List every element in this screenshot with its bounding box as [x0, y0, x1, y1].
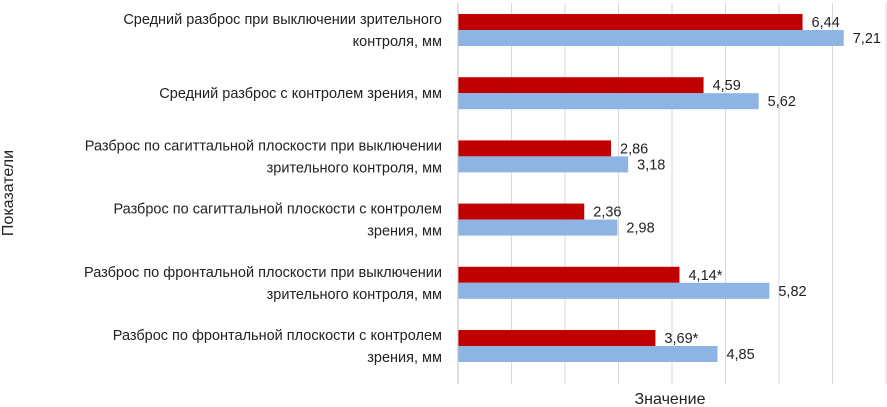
category-labels: Средний разброс при выключении зрительно… [84, 12, 442, 366]
x-axis-title: Значение [635, 391, 706, 407]
data-labels: 6,44 7,21 4,59 5,62 2,863,18 2,36 2,98 4,14* 5,8… [593, 15, 881, 363]
data-label: 5,62 [768, 94, 796, 110]
bars [458, 14, 844, 362]
bar [458, 346, 718, 362]
bar [458, 77, 704, 94]
data-label: 5,82 [778, 284, 806, 300]
data-label: 2,86 [620, 141, 648, 157]
category-label: Разброс по фронтальной плоскости при вык… [84, 265, 442, 303]
data-label: 7,21 [853, 31, 881, 47]
bar [458, 282, 770, 299]
bar [458, 203, 585, 220]
bar [458, 140, 612, 157]
category-label: Разброс по фронтальной плоскости с контр… [113, 328, 442, 366]
data-label: 2,36 [593, 205, 621, 221]
bar [458, 330, 656, 346]
bar [458, 14, 803, 30]
data-label: 2,98 [626, 221, 654, 237]
data-label: 3,69* [664, 331, 698, 347]
y-axis-title: Показатели [0, 150, 17, 236]
category-label: Средний разброс с контролем зрения, мм [159, 86, 442, 102]
category-label: Средний разброс при выключении зрительно… [123, 12, 442, 50]
data-label: 4,14* [688, 268, 722, 284]
bar [458, 219, 618, 236]
bar [458, 93, 759, 110]
data-label: 3,18 [637, 157, 665, 173]
data-label: 4,85 [726, 347, 754, 363]
gridlines [511, 3, 887, 384]
bar [458, 30, 844, 46]
data-label: 4,59 [713, 78, 741, 94]
bar [458, 266, 680, 283]
bar [458, 156, 629, 173]
category-label: Разброс по сагиттальной плоскости с конт… [113, 202, 442, 240]
data-label: 6,44 [812, 15, 840, 31]
category-label: Разброс по сагиттальной плоскости при вы… [85, 138, 442, 176]
